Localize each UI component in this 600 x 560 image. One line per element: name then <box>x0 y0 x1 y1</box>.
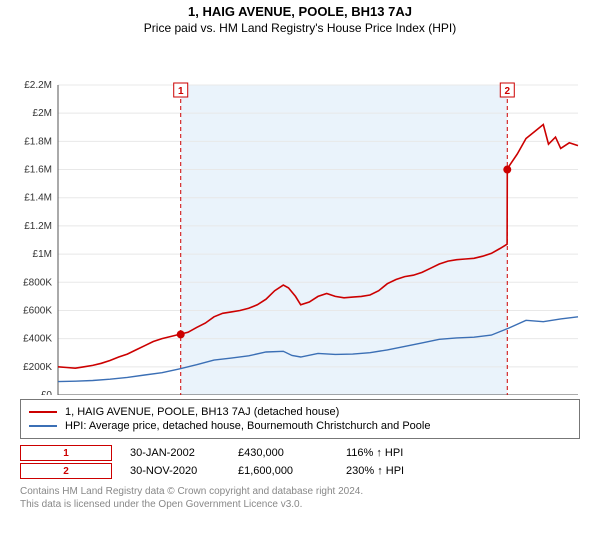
legend-label-hpi: HPI: Average price, detached house, Bour… <box>65 420 430 432</box>
sale-row: 2 30-NOV-2020 £1,600,000 230% ↑ HPI <box>20 463 580 479</box>
svg-text:£1M: £1M <box>33 249 52 260</box>
sale-marker-icon: 2 <box>20 463 112 479</box>
legend-row-price: 1, HAIG AVENUE, POOLE, BH13 7AJ (detache… <box>29 406 571 418</box>
sale-row: 1 30-JAN-2002 £430,000 116% ↑ HPI <box>20 445 580 461</box>
sale-date: 30-JAN-2002 <box>130 447 220 459</box>
legend-row-hpi: HPI: Average price, detached house, Bour… <box>29 420 571 432</box>
sale-price: £430,000 <box>238 447 328 459</box>
footer: Contains HM Land Registry data © Crown c… <box>20 485 580 511</box>
svg-text:£2M: £2M <box>33 108 52 119</box>
svg-text:£1.6M: £1.6M <box>24 165 52 176</box>
chart-title: 1, HAIG AVENUE, POOLE, BH13 7AJ <box>0 0 600 19</box>
svg-text:£200K: £200K <box>23 362 52 373</box>
footer-line1: Contains HM Land Registry data © Crown c… <box>20 485 580 498</box>
svg-text:£0: £0 <box>41 390 53 395</box>
legend: 1, HAIG AVENUE, POOLE, BH13 7AJ (detache… <box>20 399 580 439</box>
svg-text:£800K: £800K <box>23 277 52 288</box>
sales-events: 1 30-JAN-2002 £430,000 116% ↑ HPI 2 30-NOV-20… <box>0 445 600 479</box>
sale-marker-icon: 1 <box>20 445 112 461</box>
svg-text:£600K: £600K <box>23 305 52 316</box>
legend-swatch-price <box>29 411 57 413</box>
price-chart: £0 £200K £400K £600K £800K £1M £1.2M £1.4M £1.6M… <box>0 35 600 395</box>
svg-text:£400K: £400K <box>23 334 52 345</box>
svg-text:£1.2M: £1.2M <box>24 221 52 232</box>
sale-price: £1,600,000 <box>238 465 328 477</box>
legend-label-price: 1, HAIG AVENUE, POOLE, BH13 7AJ (detache… <box>65 406 339 418</box>
svg-text:£1.8M: £1.8M <box>24 136 52 147</box>
svg-text:£1.4M: £1.4M <box>24 193 52 204</box>
sale-pct: 230% ↑ HPI <box>346 465 436 477</box>
svg-text:1: 1 <box>178 86 184 97</box>
legend-swatch-hpi <box>29 425 57 427</box>
sale-date: 30-NOV-2020 <box>130 465 220 477</box>
sale-pct: 116% ↑ HPI <box>346 447 436 459</box>
svg-text:2: 2 <box>504 86 510 97</box>
footer-line2: This data is licensed under the Open Gov… <box>20 498 580 511</box>
chart-subtitle: Price paid vs. HM Land Registry's House … <box>0 19 600 35</box>
svg-text:£2.2M: £2.2M <box>24 80 52 91</box>
